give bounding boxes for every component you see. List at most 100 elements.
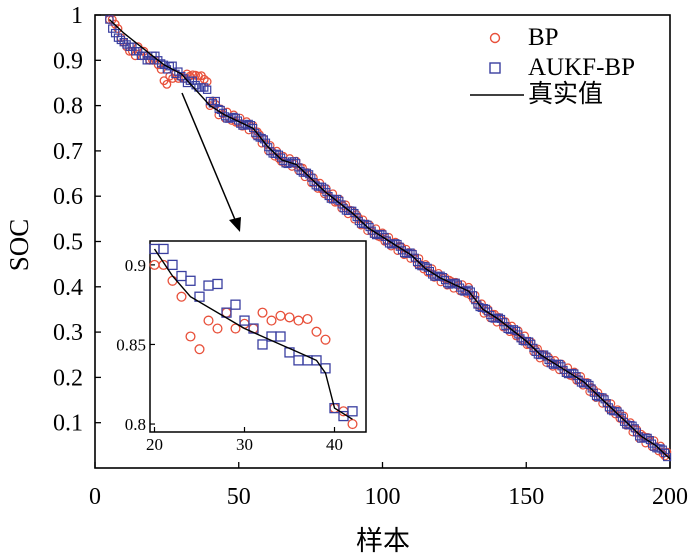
inset-aukf-point xyxy=(158,243,169,255)
aukf-point xyxy=(602,399,611,408)
inset-aukf-point xyxy=(347,406,358,417)
y-tick-label: 0.3 xyxy=(53,320,83,346)
aukf-point xyxy=(105,15,114,24)
x-axis-title: 样本 xyxy=(356,526,410,556)
aukf-point xyxy=(598,393,607,402)
y-tick-label: 0.1 xyxy=(53,411,83,437)
aukf-point xyxy=(200,83,209,92)
aukf-point xyxy=(462,286,471,295)
inset-aukf-point xyxy=(275,331,286,342)
aukf-point xyxy=(421,262,430,271)
aukf-point xyxy=(663,453,672,462)
x-tick-label: 50 xyxy=(227,484,251,510)
inset-bp-point xyxy=(302,313,313,325)
aukf-point xyxy=(404,249,413,258)
aukf-point xyxy=(257,133,266,143)
y-tick-label: 0.8 xyxy=(53,94,83,120)
aukf-point xyxy=(122,40,131,49)
bp-point xyxy=(274,154,284,164)
inset-bp-point xyxy=(284,312,295,323)
aukf-point xyxy=(156,59,166,68)
legend-bp-marker xyxy=(489,32,501,44)
bp-point xyxy=(130,51,140,61)
aukf-point xyxy=(128,42,137,51)
bp-point xyxy=(199,74,209,84)
aukf-point xyxy=(469,291,478,300)
true-value-line xyxy=(108,18,671,460)
y-tick-label: 0.5 xyxy=(53,230,83,256)
inset-bp-point xyxy=(230,323,241,334)
aukf-point xyxy=(188,76,197,85)
inset-aukf-point xyxy=(257,339,268,350)
aukf-point xyxy=(159,60,169,70)
inset-x-tick-label: 20 xyxy=(146,435,163,454)
bp-point xyxy=(156,64,166,74)
y-axis-title: SOC xyxy=(4,219,34,272)
inset-bp-point xyxy=(176,291,187,302)
aukf-point xyxy=(617,413,626,422)
inset-bp-point xyxy=(185,331,196,342)
aukf-point xyxy=(113,33,123,42)
aukf-point xyxy=(451,278,460,287)
y-tick-label: 0.2 xyxy=(53,365,83,391)
aukf-point xyxy=(133,47,143,56)
aukf-point xyxy=(529,343,538,352)
zoom-arrow xyxy=(181,92,241,232)
inset-plot: 20 30 40 0.8 0.85 0.9 xyxy=(116,240,367,454)
inset-y-tick-label: 0.8 xyxy=(125,415,146,434)
arrow-shaft xyxy=(181,92,237,223)
inset-x-tick-label: 40 xyxy=(326,435,343,454)
aukf-point xyxy=(656,444,665,453)
aukf-point xyxy=(318,182,327,191)
main-plot: 0 50 100 150 200 0.1 0.2 0.3 0.4 0.5 0.6 0.7 0.8 0.9 1 xyxy=(53,3,688,510)
aukf-point xyxy=(179,74,189,83)
aukf-point xyxy=(583,379,592,388)
inset-aukf-point xyxy=(329,402,340,414)
legend-label: 真实值 xyxy=(528,80,603,108)
bp-point xyxy=(182,69,192,79)
aukf-point xyxy=(410,253,419,262)
inset-bp-point xyxy=(194,344,205,355)
bp-point xyxy=(110,19,120,29)
aukf-point xyxy=(660,448,670,457)
aukf-point xyxy=(302,168,312,177)
inset-aukf-point xyxy=(239,315,250,326)
y-tick-label: 0.7 xyxy=(53,139,83,165)
inset-aukf-point xyxy=(212,278,223,290)
bp-point xyxy=(168,73,178,83)
x-tick-label: 100 xyxy=(365,484,401,510)
y-tick-label: 0.9 xyxy=(53,48,83,74)
y-tick-label: 0.6 xyxy=(53,184,83,210)
arrow-head xyxy=(229,217,241,232)
inset-aukf-point xyxy=(230,299,241,310)
inset-bp-point xyxy=(266,315,277,326)
x-tick-label: 0 xyxy=(89,484,101,510)
legend-label: AUKF-BP xyxy=(528,54,635,81)
aukf-point xyxy=(587,384,596,393)
inset-bp-point xyxy=(257,307,268,318)
aukf-point xyxy=(174,67,183,76)
inset-bp-point xyxy=(320,334,331,345)
aukf-point xyxy=(290,157,299,166)
bp-point xyxy=(165,71,175,81)
legend-label: BP xyxy=(528,24,559,51)
inset-true-value-line xyxy=(153,248,353,420)
inset-bp-point xyxy=(203,315,214,326)
inset-aukf-point xyxy=(311,355,322,366)
legend-aukf-marker xyxy=(489,62,501,74)
aukf-point xyxy=(244,119,253,128)
aukf-point xyxy=(307,173,316,182)
bp-point xyxy=(205,101,215,111)
inset-x-tick-label: 30 xyxy=(236,435,253,454)
aukf-point xyxy=(202,85,212,94)
aukf-point xyxy=(119,37,128,47)
inset-y-tick-label: 0.9 xyxy=(125,256,146,275)
x-tick-label: 200 xyxy=(652,484,688,510)
aukf-point xyxy=(116,35,126,45)
y-tick-label: 1 xyxy=(71,3,83,29)
inset-bp-point xyxy=(347,418,358,430)
inset-aukf-point xyxy=(167,259,178,271)
aukf-point xyxy=(145,56,154,65)
